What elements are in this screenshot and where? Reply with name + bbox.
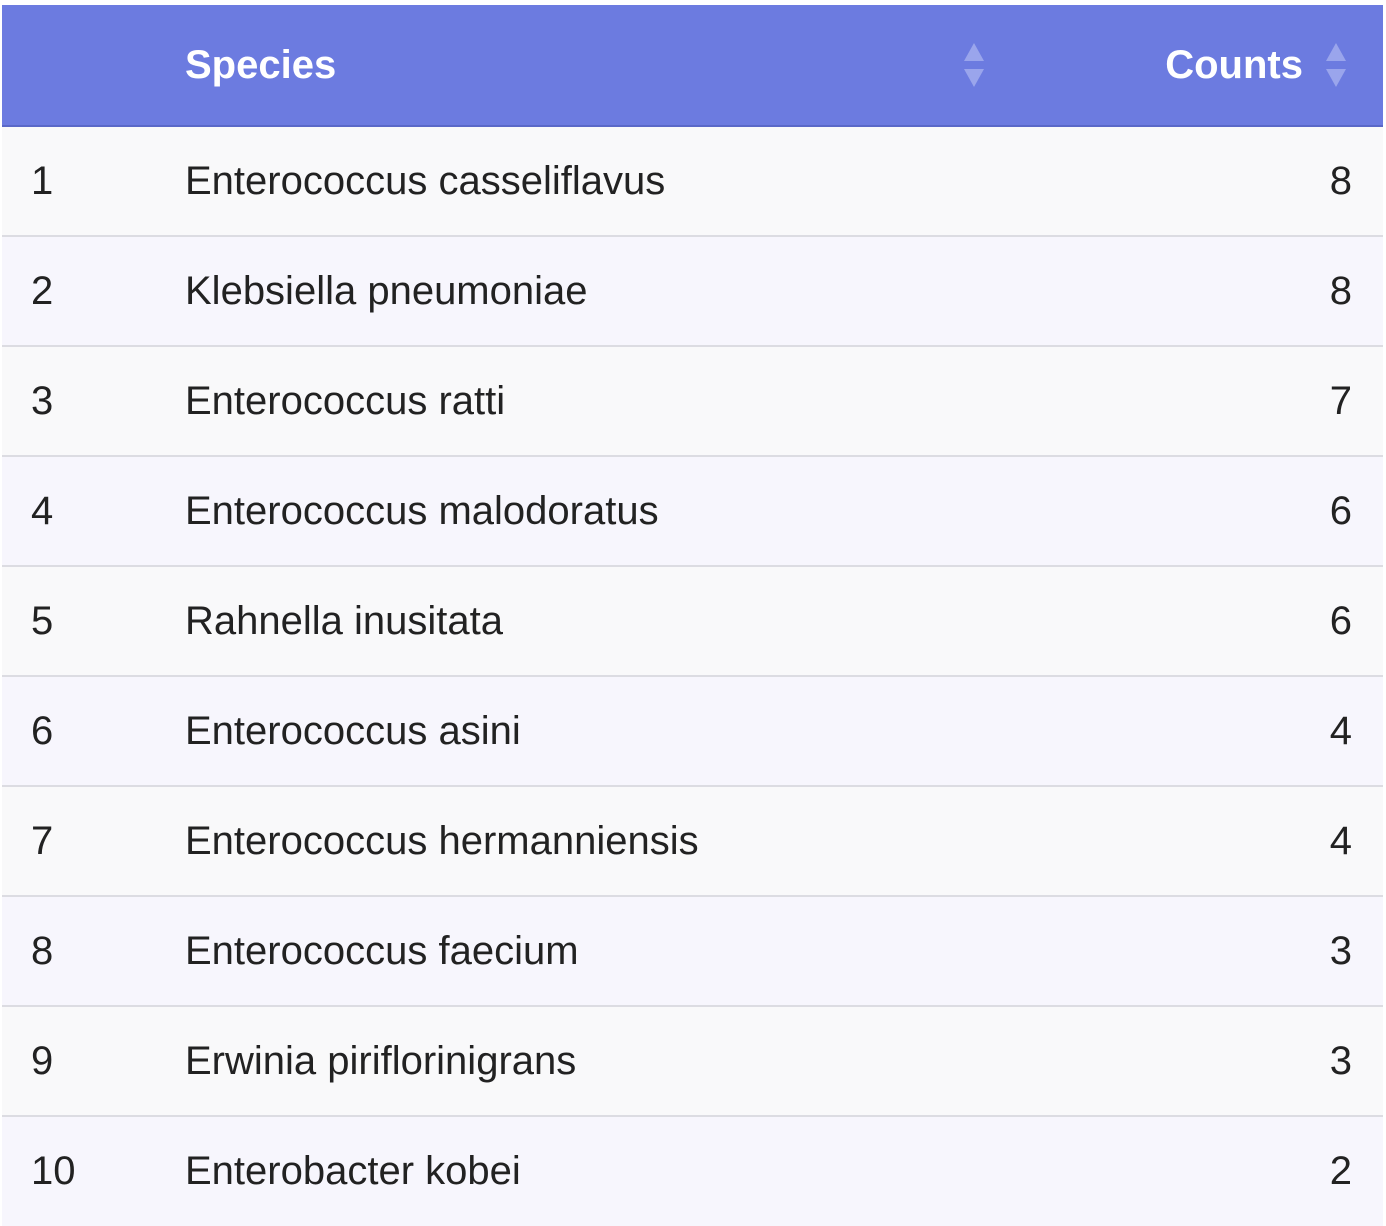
table-row: 9 Erwinia piriflorinigrans 3 (2, 1006, 1383, 1116)
sort-icon[interactable] (1325, 41, 1347, 89)
count-cell: 6 (1329, 598, 1352, 643)
header-counts-label: Counts (1165, 42, 1303, 87)
table-row: 4 Enterococcus malodoratus 6 (2, 456, 1383, 566)
count-cell: 8 (1329, 158, 1352, 203)
count-cell: 7 (1329, 378, 1352, 423)
table-row: 6 Enterococcus asini 4 (2, 676, 1383, 786)
count-cell: 8 (1329, 268, 1352, 313)
species-table-container: Species Counts 1 Enterococcus casseliflav… (2, 5, 1383, 1226)
table-row: 8 Enterococcus faecium 3 (2, 896, 1383, 1006)
count-cell: 2 (1329, 1149, 1352, 1193)
count-cell: 6 (1329, 488, 1352, 533)
row-index-cell: 5 (31, 598, 54, 643)
table-row: 2 Klebsiella pneumoniae 8 (2, 236, 1383, 346)
species-counts-table: Species Counts 1 Enterococcus casseliflav… (2, 5, 1383, 1226)
table-row: 1 Enterococcus casseliflavus 8 (2, 126, 1383, 236)
row-index-cell: 9 (31, 1038, 54, 1083)
species-name-cell: Enterococcus casseliflavus (185, 158, 666, 203)
species-name-cell: Enterococcus faecium (185, 928, 579, 973)
header-index (2, 5, 185, 127)
header-species-label: Species (185, 42, 337, 87)
count-cell: 4 (1329, 708, 1352, 753)
count-cell: 3 (1329, 1038, 1352, 1083)
row-index-cell: 7 (31, 818, 54, 863)
header-counts[interactable]: Counts (1003, 5, 1383, 127)
row-index-cell: 6 (31, 708, 54, 753)
row-index-cell: 2 (31, 268, 54, 313)
table-row: 10 Enterobacter kobei 2 (2, 1116, 1383, 1226)
species-name-cell: Enterococcus ratti (185, 378, 506, 423)
count-cell: 3 (1329, 928, 1352, 973)
table-body: 1 Enterococcus casseliflavus 8 2 Klebsiella … (2, 126, 1383, 1226)
species-name-cell: Enterococcus hermanniensis (185, 818, 699, 863)
sort-descending-icon (964, 69, 984, 87)
row-index-cell: 3 (31, 378, 54, 423)
table-row: 7 Enterococcus hermanniensis 4 (2, 786, 1383, 896)
sort-ascending-icon (1326, 43, 1346, 61)
row-index-cell: 1 (31, 158, 54, 203)
header-row: Species Counts (2, 5, 1383, 127)
header-species[interactable]: Species (185, 5, 1003, 127)
species-name-cell: Rahnella inusitata (185, 598, 503, 643)
sort-ascending-icon (964, 43, 984, 61)
species-name-cell: Enterococcus malodoratus (185, 488, 659, 533)
count-cell: 4 (1329, 818, 1352, 863)
sort-icon[interactable] (963, 41, 985, 89)
row-index-cell: 8 (31, 928, 54, 973)
table-row: 5 Rahnella inusitata 6 (2, 566, 1383, 676)
table-header: Species Counts (2, 5, 1383, 127)
sort-descending-icon (1326, 69, 1346, 87)
species-name-cell: Klebsiella pneumoniae (185, 268, 588, 313)
table-row: 3 Enterococcus ratti 7 (2, 346, 1383, 456)
species-name-cell: Enterobacter kobei (185, 1149, 521, 1193)
row-index-cell: 10 (31, 1149, 76, 1193)
species-name-cell: Erwinia piriflorinigrans (185, 1038, 577, 1083)
row-index-cell: 4 (31, 488, 54, 533)
species-name-cell: Enterococcus asini (185, 708, 521, 753)
